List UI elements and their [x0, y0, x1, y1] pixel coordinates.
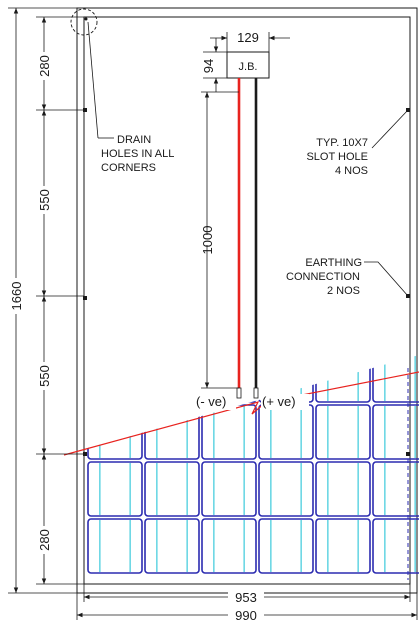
solar-cell	[372, 355, 419, 403]
dim-550b-label: 550	[37, 365, 52, 387]
dim-550a-label: 550	[37, 189, 52, 211]
drain-note-line-2: HOLES IN ALL	[101, 148, 174, 160]
dim-129-label: 129	[237, 30, 259, 45]
solar-cell	[258, 404, 314, 460]
dim-94-label: 94	[201, 59, 216, 73]
solar-cell	[87, 355, 143, 403]
positive-connector	[253, 387, 259, 399]
earthing-icon	[83, 296, 87, 300]
drain-hole-icon	[84, 17, 88, 21]
solar-cell	[372, 518, 419, 574]
solar-cell	[315, 461, 371, 517]
drain-note: DRAIN HOLES IN ALL CORNERS	[98, 134, 174, 174]
solar-cell	[201, 518, 257, 574]
dim-left-chain: 280 550 550 280	[36, 16, 84, 585]
dim-1660-label: 1660	[9, 282, 24, 311]
slot-note-line-1: TYP. 10X7	[316, 137, 368, 149]
solar-cell	[372, 461, 419, 517]
negative-terminal-label: (- ve)	[196, 394, 226, 409]
solar-cell	[315, 355, 371, 403]
dim-990-label: 990	[235, 608, 257, 623]
earthing-note-line-1: EARTHING	[305, 257, 362, 269]
solar-cell	[144, 404, 200, 460]
solar-cell	[258, 461, 314, 517]
drain-hole-circle	[70, 8, 98, 36]
solar-cell	[144, 461, 200, 517]
dim-953-label: 953	[235, 590, 257, 605]
slot-leader	[371, 109, 409, 149]
slot-note-line-3: 4 NOS	[335, 165, 368, 177]
negative-connector	[236, 387, 242, 399]
earthing-leader	[364, 261, 409, 297]
junction-box	[226, 51, 270, 79]
earthing-note-line-2: CONNECTION	[286, 271, 360, 283]
earthing-points	[83, 294, 410, 300]
dim-jb-height: 94	[201, 38, 227, 92]
drain-note-line-1: DRAIN	[117, 134, 151, 146]
slot-note: TYP. 10X7 SLOT HOLE 4 NOS	[306, 137, 368, 177]
solar-cell	[144, 355, 200, 403]
dim-280-bot-label: 280	[37, 529, 52, 551]
dim-cable-length: 1000	[200, 91, 239, 389]
dim-jb-width: 129	[210, 30, 290, 52]
solar-cell	[201, 461, 257, 517]
positive-terminal-label: (+ ve)	[262, 394, 296, 409]
solar-cell	[87, 461, 143, 517]
solar-cell	[87, 404, 143, 460]
slot-hole-icon	[83, 452, 87, 456]
solar-cell	[315, 518, 371, 574]
dim-overall-height: 1660	[8, 7, 77, 594]
solar-cell	[315, 404, 371, 460]
solar-cell	[201, 404, 257, 460]
dim-bottom: 953 990	[76, 584, 418, 623]
solar-cell	[372, 404, 419, 460]
solar-cell	[144, 518, 200, 574]
dim-1000-label: 1000	[200, 226, 215, 255]
module-outer-frame	[76, 7, 418, 594]
earthing-note: EARTHING CONNECTION 2 NOS	[286, 257, 362, 297]
earthing-note-line-3: 2 NOS	[327, 285, 360, 297]
break-line	[63, 371, 419, 456]
solar-cell	[258, 518, 314, 574]
junction-box-label: J.B.	[239, 61, 258, 73]
slot-note-line-2: SLOT HOLE	[306, 151, 368, 163]
drain-note-line-3: CORNERS	[101, 162, 156, 174]
module-inner-frame	[83, 16, 411, 585]
solar-cell	[87, 518, 143, 574]
slot-hole-icon	[406, 452, 410, 456]
dim-280-top-label: 280	[37, 55, 52, 77]
slot-hole-icon	[83, 108, 87, 112]
drain-leader	[87, 21, 99, 139]
